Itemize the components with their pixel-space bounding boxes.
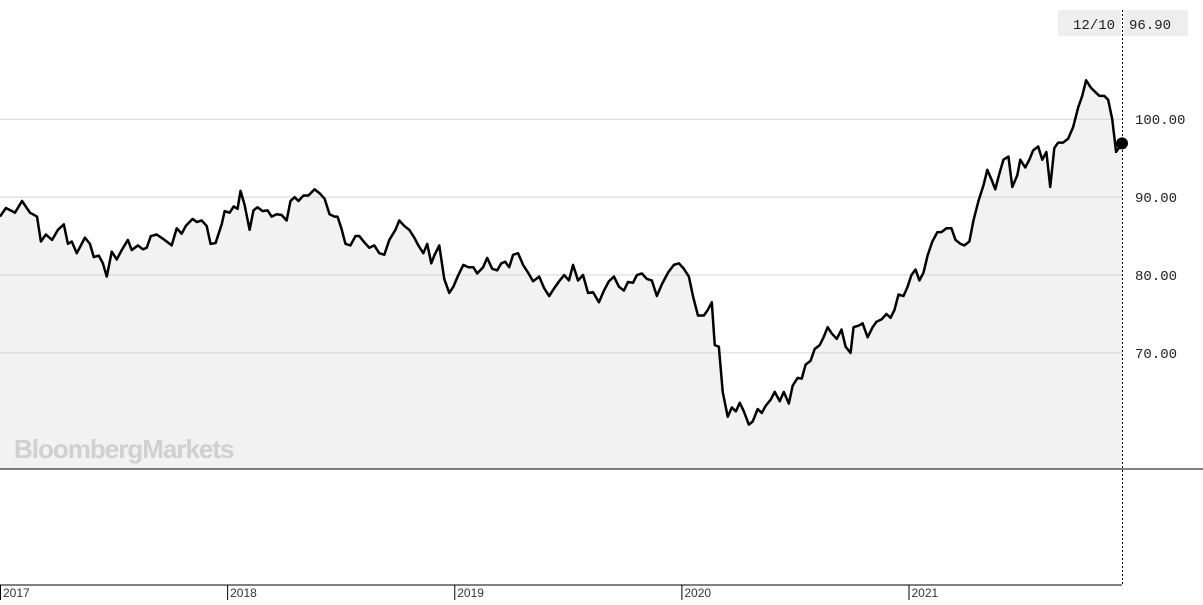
x-tick-label: 2021 xyxy=(912,586,939,600)
tooltip-value: 96.90 xyxy=(1129,18,1171,34)
tooltip-date: 12/10 xyxy=(1073,18,1115,34)
area xyxy=(0,80,1122,470)
x-tick-label: 2019 xyxy=(457,586,484,600)
y-tick-label: 100.00 xyxy=(1135,113,1185,129)
x-tick-label: 2017 xyxy=(3,586,30,600)
y-tick-label: 80.00 xyxy=(1135,269,1177,285)
tooltip-date-box xyxy=(1058,10,1121,36)
x-tick-label: 2018 xyxy=(230,586,257,600)
tooltip-value-box xyxy=(1124,10,1188,36)
watermark: BloombergMarkets xyxy=(14,434,234,464)
y-tick-label: 90.00 xyxy=(1135,191,1177,207)
y-tick-label: 70.00 xyxy=(1135,347,1177,363)
line xyxy=(0,78,1124,426)
x-tick-label: 2020 xyxy=(684,586,711,600)
